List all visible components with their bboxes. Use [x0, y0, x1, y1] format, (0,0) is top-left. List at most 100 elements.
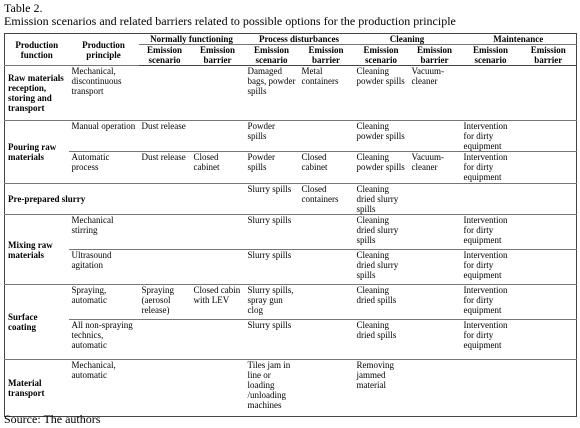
table-cell: [520, 65, 577, 121]
table-row: Ultrasound agitation Slurry spills Cleanin…: [5, 249, 577, 285]
table-cell: Damaged bags, powder spills: [244, 65, 299, 121]
table-row: Raw materials reception, storing and tra…: [4, 65, 577, 121]
table-cell: Cleaning dried spills: [353, 284, 409, 320]
table-cell: [138, 183, 191, 215]
table-cell: Cleaning powder spills: [353, 151, 409, 184]
header-cell: Emission scenario: [138, 44, 191, 66]
header-cell: Production function: [15, 39, 59, 60]
table-cell: Mechanical stirring: [68, 214, 139, 250]
table-cell: Mechanical, automatic: [68, 359, 139, 417]
table-cell: Slurry spills: [244, 214, 299, 250]
table-cell: Intervention for dirty equipment: [460, 319, 521, 360]
table-cell: [408, 214, 461, 250]
function-cell: Pouring raw materials: [4, 120, 69, 184]
table-cell: [520, 284, 577, 320]
table-cell: Manual operation: [68, 120, 139, 152]
header-cell: Emission barrier: [298, 44, 354, 66]
table-cell: Closed cabinet: [190, 151, 245, 184]
table-cell: [408, 319, 461, 360]
table-row: Pouring raw materials Manual operation Dus…: [4, 120, 577, 184]
table-cell: Vacuum-cleaner: [408, 151, 461, 184]
header-group: Normally functioning: [138, 33, 245, 45]
function-cell: Mixing raw materials: [4, 214, 69, 285]
table-cell: Intervention for dirty equipment: [460, 249, 521, 285]
header-row: Production function Production principle N…: [5, 33, 577, 60]
table-cell: Slurry spills: [244, 249, 299, 285]
table-title: Emission scenarios and related barriers …: [4, 14, 456, 28]
table-cell: [298, 214, 354, 250]
table-cell: [408, 183, 461, 215]
table-cell: [298, 284, 354, 320]
table-cell: Slurry spills: [244, 183, 299, 215]
header-cell: Emission scenario: [460, 44, 521, 66]
table-cell: [190, 65, 245, 121]
table-cell: [520, 151, 577, 184]
table-cell: [520, 214, 577, 250]
table-cell: [408, 120, 461, 152]
table-cell: [298, 249, 354, 285]
source-note: Source: The authors: [4, 412, 101, 426]
table-cell: Closed cabinet: [298, 151, 354, 184]
table-cell: [190, 319, 245, 360]
table-cell: Intervention for dirty equipment: [460, 120, 521, 152]
table-cell: Slurry spills, spray gun clog: [244, 284, 299, 320]
table-label: Table 2.: [4, 1, 43, 15]
table-cell: Intervention for dirty equipment: [460, 284, 521, 320]
table-row: All non-spraying technics, automatic Slur…: [5, 319, 577, 360]
table-cell: [408, 284, 461, 320]
table-cell: [190, 183, 245, 215]
header-cell: Emission barrier: [408, 44, 461, 66]
table-cell: [298, 359, 354, 417]
function-cell: Raw materials reception, storing and tra…: [4, 65, 69, 121]
table-cell: [138, 65, 191, 121]
table-cell: All non-spraying technics, automatic: [68, 319, 139, 360]
table-cell: [520, 319, 577, 360]
table-cell: [520, 183, 577, 215]
table-cell: Ultrasound agitation: [68, 249, 139, 285]
table-cell: [460, 65, 521, 121]
table-cell: [138, 249, 191, 285]
table-cell: Metal containers: [298, 65, 354, 121]
table-cell: [190, 359, 245, 417]
table-cell: [190, 120, 245, 152]
table-cell: Cleaning dried slurry spills: [353, 249, 409, 285]
table-row: Mixing raw materials Mechanical stirring S…: [4, 214, 577, 285]
table-cell: Spraying (aerosol release): [138, 284, 191, 320]
table-cell: [520, 249, 577, 285]
table-cell: [138, 214, 191, 250]
function-cell: Surface coating: [4, 284, 69, 360]
table-cell: Intervention for dirty equipment: [460, 151, 521, 184]
header-cell: Production principle: [82, 39, 125, 60]
table-cell: Automatic process: [68, 151, 139, 184]
table-cell: [190, 214, 245, 250]
table-cell: [460, 359, 521, 417]
header-cell: Emission scenario: [244, 44, 299, 66]
table-cell: [520, 120, 577, 152]
table-cell: [298, 319, 354, 360]
table-cell: Tiles jam in line or loading /unloading …: [244, 359, 299, 417]
function-cell: Pre-prepared slurry: [4, 183, 139, 215]
table-cell: [190, 249, 245, 285]
table-cell: Dust release: [138, 120, 191, 152]
table-cell: [408, 359, 461, 417]
table-cell: Mechanical, discontinuous transport: [68, 65, 139, 121]
header-group: Cleaning: [353, 33, 461, 45]
header-cell: Emission scenario: [353, 44, 409, 66]
function-cell: Material transport: [4, 359, 69, 417]
table-cell: Dust release: [138, 151, 191, 184]
table: Production function Production principle N…: [4, 33, 578, 417]
table-cell: [520, 359, 577, 417]
header-cell: Emission barrier: [190, 44, 245, 66]
table-cell: Closed cabin with LEV: [190, 284, 245, 320]
table-cell: Slurry spills: [244, 319, 299, 360]
table-cell: Removing jammed material: [353, 359, 409, 417]
table-cell: [138, 319, 191, 360]
table-cell: [138, 359, 191, 417]
table-row: Automatic process Dust release Closed cabi…: [5, 151, 577, 184]
table-cell: Cleaning dried spills: [353, 319, 409, 360]
header-cell: Emission barrier: [520, 44, 577, 66]
table-cell: Cleaning powder spills: [353, 120, 409, 152]
table-row: Pre-prepared slurry Slurry spills Closed c…: [4, 183, 577, 215]
table-cell: Intervention for dirty equipment: [460, 214, 521, 250]
